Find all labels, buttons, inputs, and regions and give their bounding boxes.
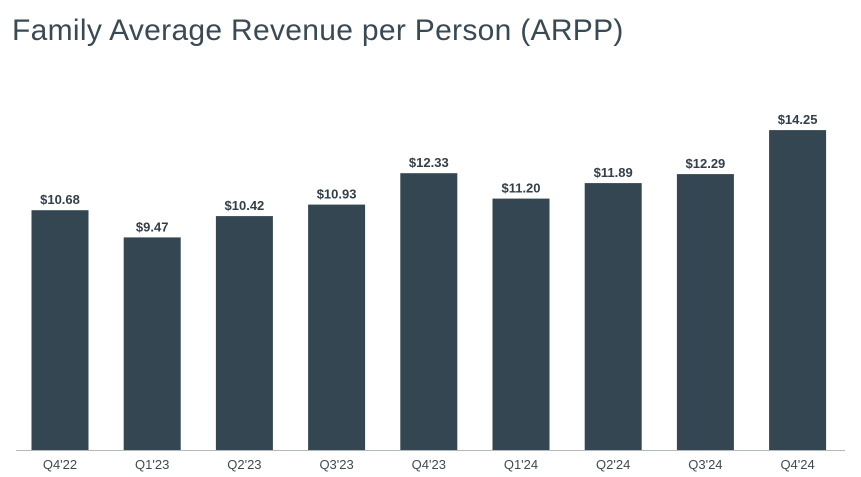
x-tick-label-4: Q4'23 xyxy=(412,457,446,472)
bar-8 xyxy=(769,130,827,450)
x-tick-label-3: Q3'23 xyxy=(319,457,353,472)
data-label-4: $12.33 xyxy=(409,155,449,170)
x-tick-label-2: Q2'23 xyxy=(227,457,261,472)
data-label-8: $14.25 xyxy=(778,112,818,127)
data-label-3: $10.93 xyxy=(317,187,357,202)
x-tick-label-6: Q2'24 xyxy=(596,457,630,472)
data-label-7: $12.29 xyxy=(686,156,726,171)
bar-7 xyxy=(676,174,734,450)
data-label-1: $9.47 xyxy=(136,219,169,234)
data-label-0: $10.68 xyxy=(40,192,80,207)
x-tick-labels-group: Q4'22 Q1'23 Q2'23 Q3'23 Q4'23 Q1'24 Q2'24 Q3'24… xyxy=(43,457,815,472)
x-tick-label-0: Q4'22 xyxy=(43,457,77,472)
x-tick-label-8: Q4'24 xyxy=(780,457,814,472)
bar-5 xyxy=(492,198,550,450)
bar-4 xyxy=(400,173,458,450)
bar-1 xyxy=(123,237,181,450)
bars-group xyxy=(31,130,827,450)
x-tick-label-5: Q1'24 xyxy=(504,457,538,472)
data-labels-group: $10.68 $9.47 $10.42 $10.93 $12.33 $11.20 $11.8… xyxy=(40,112,817,234)
data-label-6: $11.89 xyxy=(594,165,633,180)
bar-2 xyxy=(215,216,273,450)
x-tick-label-1: Q1'23 xyxy=(135,457,169,472)
bar-6 xyxy=(584,183,642,450)
data-label-2: $10.42 xyxy=(225,198,265,213)
bar-3 xyxy=(308,204,366,450)
x-tick-label-7: Q3'24 xyxy=(688,457,722,472)
data-label-5: $11.20 xyxy=(501,181,540,196)
chart-title: Family Average Revenue per Person (ARPP) xyxy=(12,14,624,47)
bar-0 xyxy=(31,210,89,450)
